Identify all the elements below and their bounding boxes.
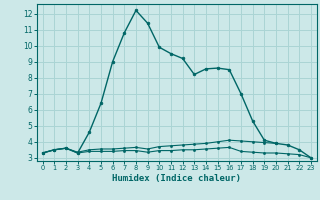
X-axis label: Humidex (Indice chaleur): Humidex (Indice chaleur) [112, 174, 241, 183]
